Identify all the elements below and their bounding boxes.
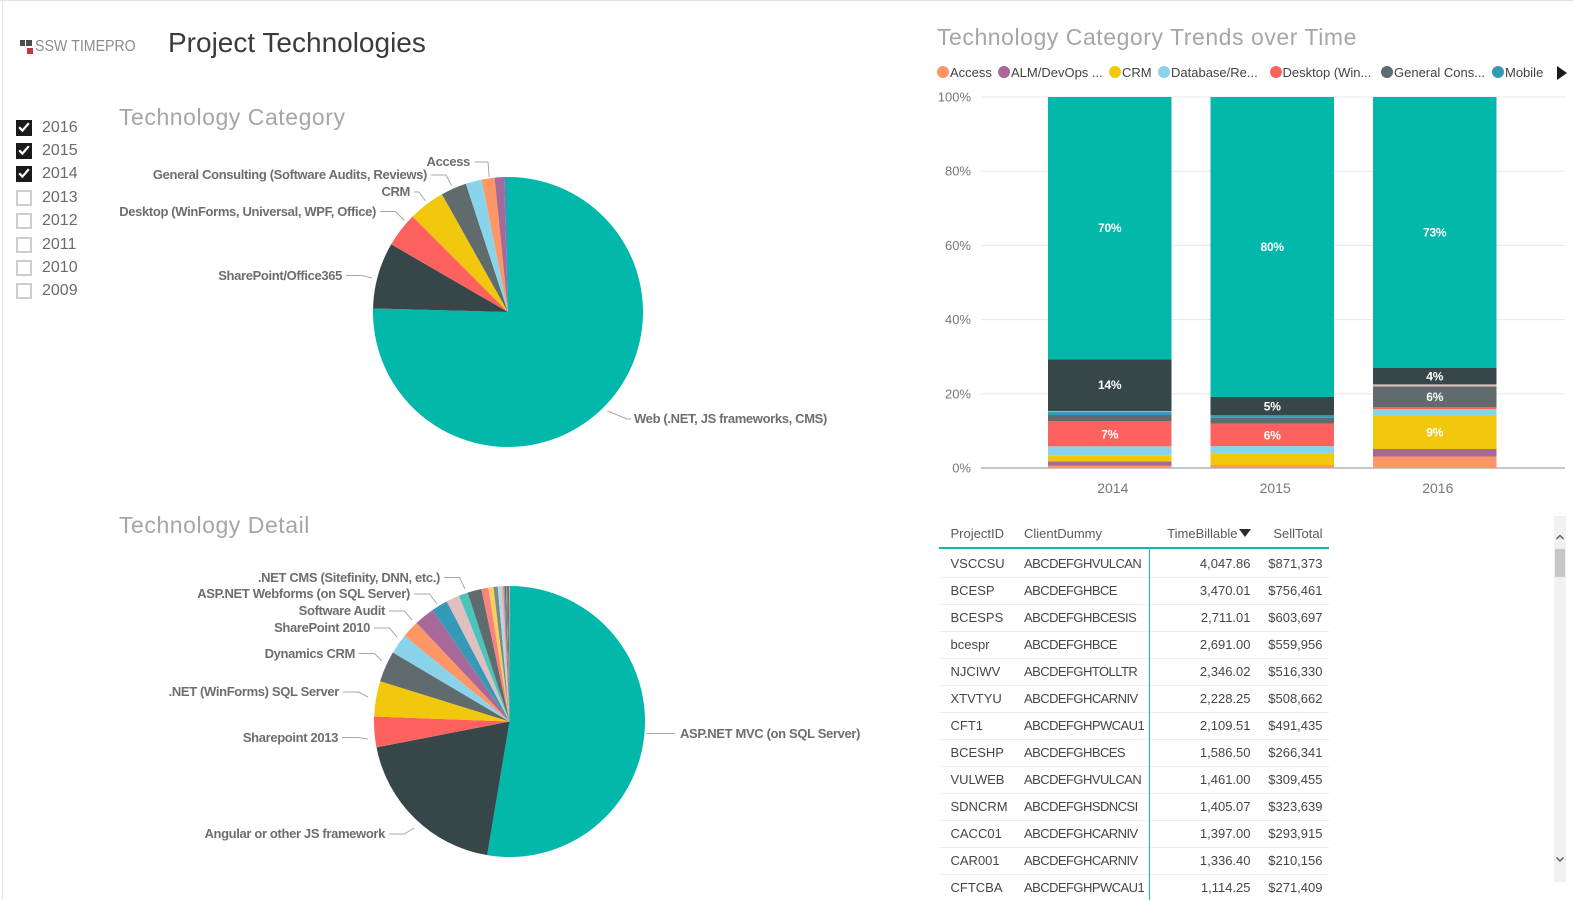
svg-text:SharePoint/Office365: SharePoint/Office365	[218, 268, 342, 283]
svg-text:Sharepoint 2013: Sharepoint 2013	[243, 730, 338, 745]
svg-text:Access: Access	[427, 154, 471, 169]
svg-text:Dynamics CRM: Dynamics CRM	[265, 646, 355, 661]
svg-text:6%: 6%	[1426, 390, 1443, 404]
svg-text:0%: 0%	[952, 461, 971, 476]
svg-text:2015: 2015	[1260, 480, 1291, 496]
svg-text:2016: 2016	[1422, 480, 1453, 496]
svg-text:5%: 5%	[1264, 400, 1281, 414]
svg-text:Angular or other JS framework: Angular or other JS framework	[204, 826, 386, 841]
svg-text:100%: 100%	[938, 90, 972, 105]
svg-text:73%: 73%	[1423, 226, 1447, 240]
svg-text:7%: 7%	[1101, 428, 1118, 442]
svg-text:ASP.NET Webforms (on SQL Serve: ASP.NET Webforms (on SQL Server)	[197, 586, 410, 601]
svg-text:CRM: CRM	[381, 184, 410, 199]
svg-text:.NET (WinForms) SQL Server: .NET (WinForms) SQL Server	[169, 684, 340, 699]
svg-text:General Consulting (Software A: General Consulting (Software Audits, Rev…	[153, 167, 427, 182]
svg-text:9%: 9%	[1426, 425, 1443, 439]
svg-text:20%: 20%	[945, 386, 971, 401]
svg-text:6%: 6%	[1264, 428, 1281, 442]
svg-text:Web (.NET, JS frameworks, CMS): Web (.NET, JS frameworks, CMS)	[634, 411, 827, 426]
svg-text:60%: 60%	[945, 238, 971, 253]
svg-text:14%: 14%	[1098, 378, 1122, 392]
svg-text:40%: 40%	[945, 312, 971, 327]
svg-text:4%: 4%	[1426, 370, 1443, 384]
svg-text:ASP.NET MVC (on SQL Server): ASP.NET MVC (on SQL Server)	[680, 726, 860, 741]
svg-text:.NET CMS (Sitefinity, DNN, etc: .NET CMS (Sitefinity, DNN, etc.)	[258, 570, 440, 585]
svg-text:SharePoint 2010: SharePoint 2010	[274, 620, 370, 635]
svg-text:80%: 80%	[945, 164, 971, 179]
svg-text:2014: 2014	[1097, 480, 1128, 496]
svg-text:80%: 80%	[1260, 240, 1284, 254]
svg-text:Software Audit: Software Audit	[299, 603, 386, 618]
svg-text:Desktop (WinForms, Universal,: Desktop (WinForms, Universal, WPF, Offic…	[119, 204, 376, 219]
svg-text:70%: 70%	[1098, 221, 1122, 235]
